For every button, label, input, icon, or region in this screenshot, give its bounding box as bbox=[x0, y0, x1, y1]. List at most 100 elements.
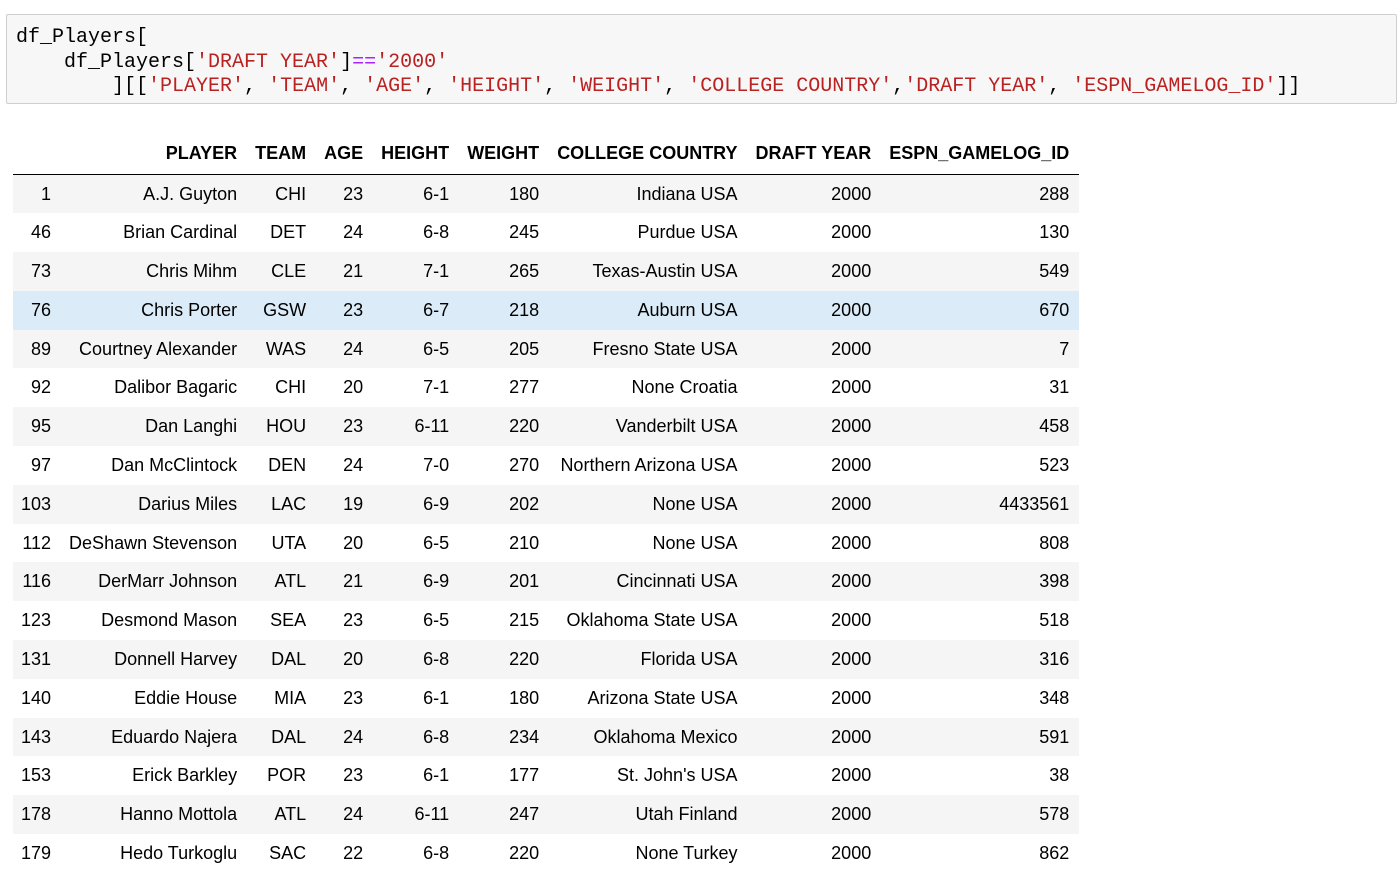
table-cell: 24 bbox=[343, 454, 364, 475]
table-cell: 180 bbox=[509, 687, 540, 708]
table-cell: 316 bbox=[1039, 648, 1070, 669]
table-cell: MIA bbox=[274, 687, 307, 708]
table-header-row: PLAYER TEAM AGE HEIGHT WEIGHT COLLEGE COUNTRY… bbox=[13, 133, 1080, 175]
code-editor[interactable]: df_Players[ df_Players['DRAFT YEAR']=='2… bbox=[16, 26, 1300, 100]
table-row: 131 Donnell Harvey DAL 20 6-8 220 Florida USA 2… bbox=[13, 640, 1080, 679]
table-row: 179 Hedo Turkoglu SAC 22 6-8 220 None Turkey 20… bbox=[13, 834, 1080, 873]
row-index: 131 bbox=[21, 648, 52, 669]
row-index: 140 bbox=[21, 687, 52, 708]
table-cell: 2000 bbox=[831, 299, 872, 320]
table-cell: Eddie House bbox=[134, 687, 238, 708]
table-cell: 2000 bbox=[831, 648, 872, 669]
code-line-1: df_Players[ bbox=[16, 26, 149, 49]
table-cell: Dan Langhi bbox=[145, 416, 238, 437]
table-cell: 549 bbox=[1039, 260, 1070, 281]
row-index: 153 bbox=[21, 765, 52, 786]
table-row: 178 Hanno Mottola ATL 24 6-11 247 Utah Finland… bbox=[13, 795, 1080, 835]
table-cell: 220 bbox=[509, 648, 540, 669]
table-cell: Dalibor Bagaric bbox=[114, 377, 238, 398]
table-cell: Texas-Austin USA bbox=[592, 260, 738, 281]
table-row: 46 Brian Cardinal DET 24 6-8 245 Purdue USA 200… bbox=[13, 213, 1080, 253]
table-cell: Oklahoma State USA bbox=[566, 610, 738, 631]
table-cell: Oklahoma Mexico bbox=[593, 726, 738, 747]
table-cell: 6-1 bbox=[423, 183, 450, 204]
row-index: 179 bbox=[21, 842, 52, 863]
table-row: 153 Erick Barkley POR 23 6-1 177 St. John's US… bbox=[13, 756, 1080, 796]
table-row: 76 Chris Porter GSW 23 6-7 218 Auburn USA 2000 6… bbox=[13, 290, 1080, 330]
table-cell: 21 bbox=[343, 260, 364, 281]
table-cell: DEN bbox=[268, 454, 307, 475]
table-cell: 7-1 bbox=[423, 377, 450, 398]
table-cell: Chris Mihm bbox=[146, 260, 238, 281]
table-cell: A.J. Guyton bbox=[143, 183, 238, 204]
table-cell: Hanno Mottola bbox=[120, 804, 238, 825]
table-cell: 523 bbox=[1039, 454, 1070, 475]
table-cell: Chris Porter bbox=[141, 299, 238, 320]
table-cell: CHI bbox=[275, 183, 307, 204]
table-cell: None Croatia bbox=[631, 377, 738, 398]
table-cell: Donnell Harvey bbox=[114, 648, 238, 669]
table-cell: Hedo Turkoglu bbox=[120, 842, 238, 863]
table-cell: 277 bbox=[509, 377, 540, 398]
table-cell: 2000 bbox=[831, 726, 872, 747]
table-cell: 2000 bbox=[831, 454, 872, 475]
row-index: 97 bbox=[31, 454, 52, 475]
table-cell: 808 bbox=[1039, 532, 1070, 553]
table-cell: 2000 bbox=[831, 571, 872, 592]
row-index: 112 bbox=[22, 532, 52, 553]
table-row: 103 Darius Miles LAC 19 6-9 202 None USA 2000 44… bbox=[13, 484, 1080, 524]
table-cell: Utah Finland bbox=[635, 804, 738, 825]
table-cell: 7-1 bbox=[423, 260, 450, 281]
row-index: 123 bbox=[21, 610, 52, 631]
table-cell: Arizona State USA bbox=[587, 687, 738, 708]
table-cell: 218 bbox=[509, 299, 540, 320]
table-cell: 22 bbox=[343, 842, 364, 863]
table-cell: GSW bbox=[263, 299, 307, 320]
table-cell: None USA bbox=[652, 493, 738, 514]
table-cell: 2000 bbox=[831, 416, 872, 437]
row-index: 95 bbox=[31, 416, 52, 437]
table-cell: 20 bbox=[343, 648, 364, 669]
table-cell: 202 bbox=[509, 493, 540, 514]
table-cell: SAC bbox=[269, 842, 307, 863]
table-cell: CLE bbox=[271, 260, 307, 281]
table-cell: 670 bbox=[1039, 299, 1070, 320]
table-cell: 21 bbox=[343, 571, 364, 592]
column-header: COLLEGE COUNTRY bbox=[549, 133, 748, 175]
table-cell: 2000 bbox=[831, 687, 872, 708]
table-cell: WAS bbox=[265, 338, 307, 359]
table-cell: 518 bbox=[1039, 610, 1070, 631]
row-index: 89 bbox=[31, 338, 52, 359]
table-cell: HOU bbox=[266, 416, 307, 437]
table-cell: Purdue USA bbox=[637, 222, 738, 243]
dataframe-table: PLAYER TEAM AGE HEIGHT WEIGHT COLLEGE COUNTRY… bbox=[13, 133, 1080, 873]
code-cell[interactable]: df_Players[ df_Players['DRAFT YEAR']=='2… bbox=[6, 14, 1397, 104]
code-line-3: ][['PLAYER', 'TEAM', 'AGE', 'HEIGHT', 'W… bbox=[16, 75, 1301, 98]
table-cell: 6-11 bbox=[414, 804, 450, 825]
table-cell: 6-8 bbox=[423, 726, 450, 747]
table-cell: Cincinnati USA bbox=[616, 571, 738, 592]
table-cell: 215 bbox=[509, 610, 540, 631]
column-header: DRAFT YEAR bbox=[747, 133, 882, 175]
table-cell: 130 bbox=[1039, 222, 1070, 243]
table-cell: 398 bbox=[1039, 571, 1070, 592]
table-cell: 2000 bbox=[831, 804, 872, 825]
table-cell: 23 bbox=[343, 765, 364, 786]
column-header: ESPN_GAMELOG_ID bbox=[881, 133, 1080, 175]
table-cell: 180 bbox=[509, 183, 540, 204]
table-row: 89 Courtney Alexander WAS 24 6-5 205 Fresno St… bbox=[13, 329, 1080, 369]
table-row: 92 Dalibor Bagaric CHI 20 7-1 277 None Croatia… bbox=[13, 368, 1080, 408]
table-cell: 205 bbox=[509, 338, 540, 359]
table-cell: 2000 bbox=[831, 765, 872, 786]
table-cell: 220 bbox=[509, 842, 540, 863]
table-cell: Northern Arizona USA bbox=[560, 454, 738, 475]
column-header: TEAM bbox=[247, 133, 317, 175]
row-index: 92 bbox=[31, 377, 52, 398]
table-cell: 2000 bbox=[831, 493, 872, 514]
table-cell: 6-9 bbox=[423, 571, 450, 592]
table-cell: Florida USA bbox=[640, 648, 738, 669]
table-row: 123 Desmond Mason SEA 23 6-5 215 Oklahoma Stat… bbox=[13, 601, 1080, 641]
table-cell: Desmond Mason bbox=[101, 610, 238, 631]
table-cell: 6-1 bbox=[423, 687, 450, 708]
table-row: 1 A.J. Guyton CHI 23 6-1 180 Indiana USA 2000 28… bbox=[13, 174, 1080, 214]
